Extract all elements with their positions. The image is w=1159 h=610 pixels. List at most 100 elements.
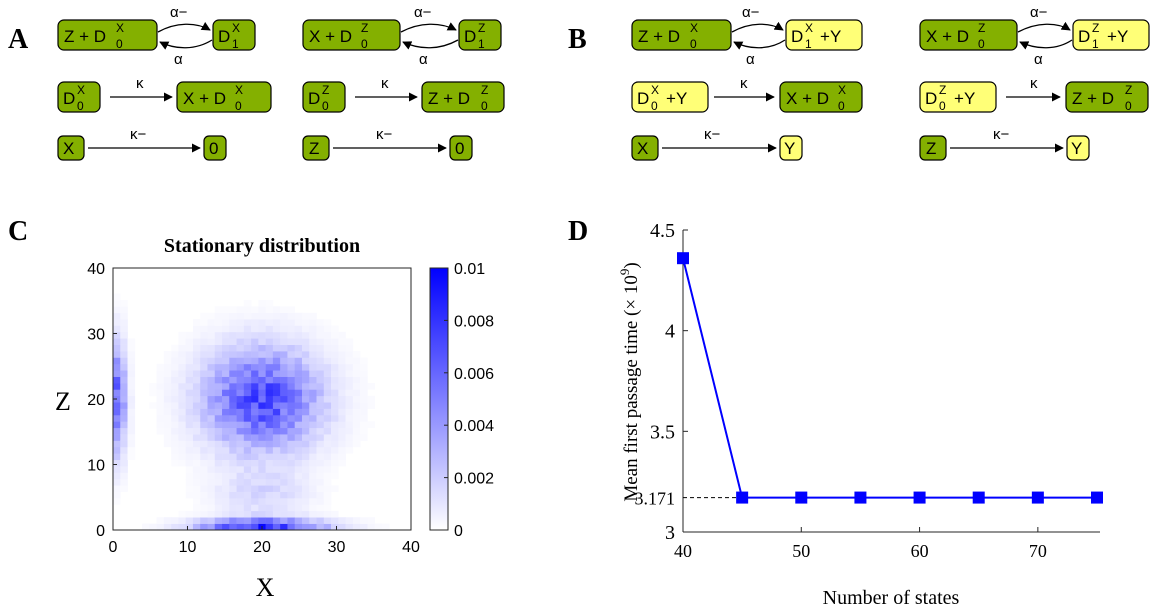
heatmap-cell [309,510,317,518]
heatmap-cell [251,517,259,524]
heatmap-cell [214,421,223,429]
heatmap-cell [229,510,237,518]
heatmap-cell [127,338,136,345]
svg-text:X: X [805,21,813,35]
svg-text:0: 0 [1125,99,1132,113]
heatmap-cell [171,357,179,365]
heatmap-cell [265,344,274,352]
heatmap-cell [367,395,375,403]
svg-text:D: D [1078,27,1090,46]
heatmap-cell [192,402,201,409]
heatmap-cell [251,325,259,333]
heatmap-cell [360,517,368,524]
heatmap-cell [171,370,179,377]
y-tick-label: 40 [87,261,105,278]
heatmap-cell [222,338,230,345]
heatmap-cell [214,491,223,499]
heatmap-cell [127,383,136,390]
heatmap-cell [243,446,252,454]
heatmap-cell [113,306,121,314]
heatmap-cell [309,402,317,409]
heatmap-cell [192,427,201,435]
heatmap-cell [236,434,245,441]
heatmap-cell [331,338,339,345]
heatmap-cell [272,517,281,524]
heatmap-cell [360,363,368,371]
heatmap-cell [287,434,296,441]
heatmap-cell [280,363,288,371]
heatmap-cell [294,472,303,480]
heatmap-cell [243,434,252,441]
heatmap-cell [236,446,245,454]
heatmap-cell [345,402,354,409]
heatmap-cell [367,523,375,531]
svg-text:D: D [63,89,75,108]
heatmap-cell [331,402,339,409]
y-tick-label: 10 [87,458,105,475]
heatmap-cell [243,472,252,480]
heatmap-cell [301,357,310,365]
heatmap-cell [192,408,201,416]
heatmap-cell [316,389,325,397]
heatmap-cell [316,338,325,345]
heatmap-cell [229,338,237,345]
heatmap-cell [258,351,266,358]
heatmap-cell [338,338,346,345]
data-point [1091,491,1103,504]
heatmap-cell [214,319,223,326]
heatmap-cell [156,376,165,384]
heatmap-cell [309,440,317,448]
heatmap-cell [280,344,288,352]
heatmap-cell [200,523,208,531]
heatmap-cell [280,312,288,320]
heatmap-cell [251,331,259,339]
heatmap-cell [331,331,339,339]
heatmap-cell [316,370,325,377]
heatmap-cell [113,299,121,307]
heatmap-cell [192,498,201,505]
heatmap-cell [265,376,274,384]
heatmap-cell [338,421,346,429]
heatmap-cell [127,408,136,416]
y-tick-label: 4.5 [650,220,675,242]
heatmap-cell [309,312,317,320]
heatmap-cell [301,485,310,492]
heatmap-cell [251,338,259,345]
heatmap-cell [236,319,245,326]
heatmap-cell [272,325,281,333]
heatmap-cell [149,383,157,390]
heatmap-cell [207,408,216,416]
heatmap-cell [229,325,237,333]
heatmap-cell [272,312,281,320]
heatmap-cell [251,485,259,492]
heatmap-cell [113,351,121,358]
heatmap-cell [309,363,317,371]
panel-letter-b: B [568,24,587,55]
data-point [913,491,926,504]
heatmap-cell [272,523,281,531]
heatmap-cell [229,427,237,435]
heatmap-cell [113,440,121,448]
svg-text:1: 1 [1092,37,1099,51]
svg-text:α: α [419,51,428,68]
heatmap-cell [236,376,245,384]
colorbar-tick-label: 0 [454,523,463,540]
heatmap-cell [214,478,223,486]
svg-text:α−: α− [414,4,432,21]
heatmap-cell [301,517,310,524]
heatmap-cell [222,306,230,314]
heatmap-cell [207,376,216,384]
heatmap-cell [323,472,332,480]
heatmap-cell [360,427,368,435]
heatmap-cell [192,389,201,397]
heatmap-cell [265,485,274,492]
heatmap-cell [258,421,266,429]
heatmap-cell [127,389,136,397]
heatmap-cell [229,421,237,429]
heatmap-cell [331,466,339,473]
heatmap-cell [272,485,281,492]
heatmap-cell [345,338,354,345]
heatmap-cell [352,402,361,409]
svg-text:Z: Z [478,21,485,35]
heatmap-cell [323,338,332,345]
